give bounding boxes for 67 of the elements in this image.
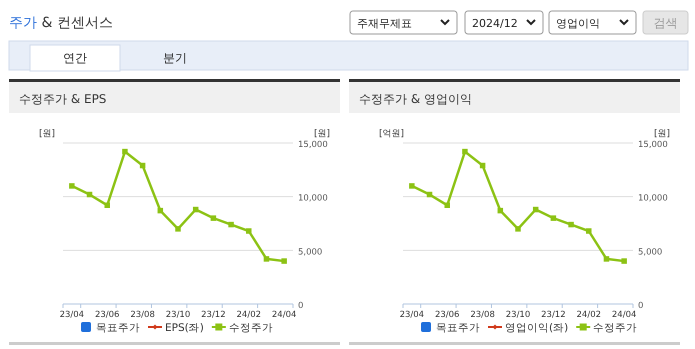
legend-label: 영업이익(좌): [505, 322, 568, 334]
point: [69, 183, 75, 189]
point: [175, 226, 181, 232]
point: [498, 208, 504, 214]
y2-tick-label: 10,000: [638, 194, 668, 204]
point: [409, 183, 415, 189]
point: [140, 162, 146, 168]
text: 주가 & 컨센서스: [9, 15, 113, 31]
chart-title: 수정주가 & 영업이익: [359, 92, 472, 106]
x-tick-label: 23/08: [130, 310, 155, 320]
point: [281, 258, 287, 264]
point: [246, 228, 252, 234]
point: [104, 202, 110, 208]
point: [228, 222, 234, 228]
x-tick-label: 23/06: [434, 310, 460, 320]
y2-tick-label: 15,000: [638, 140, 668, 150]
text: 2024/12: [472, 17, 518, 30]
legend-label: 수정주가: [593, 322, 638, 334]
point: [462, 148, 468, 154]
legend-label: EPS(좌): [165, 322, 204, 334]
y2-tick-label: 0: [638, 301, 644, 311]
x-tick-label: 23/12: [541, 310, 566, 320]
text: 분기: [163, 51, 187, 65]
x-tick-label: 24/04: [272, 310, 296, 320]
y2-tick-label: 15,000: [298, 140, 328, 150]
y-axis-title: [억원]: [379, 129, 404, 139]
text: 영업이익: [556, 17, 600, 30]
point: [122, 148, 128, 154]
point: [568, 222, 574, 228]
y2-tick-label: 0: [298, 301, 304, 311]
text: 연간: [63, 51, 87, 65]
y2-tick-label: 10,000: [298, 194, 328, 204]
y2-tick-label: 5,000: [298, 247, 322, 258]
point: [550, 215, 556, 221]
text: 주재무제표: [357, 17, 412, 30]
x-tick-label: 24/04: [612, 310, 636, 320]
point: [532, 206, 538, 212]
x-tick-label: 23/04: [60, 310, 84, 320]
text: 검색: [654, 16, 678, 30]
legend-label: 목표주가: [96, 322, 140, 334]
x-tick-label: 23/10: [506, 310, 530, 320]
x-tick-label: 23/12: [201, 310, 226, 320]
point: [210, 215, 216, 221]
x-tick-label: 23/08: [470, 310, 495, 320]
y2-axis-title: [원]: [654, 129, 670, 139]
x-tick-label: 23/10: [166, 310, 190, 320]
point: [604, 256, 610, 262]
x-tick-label: 23/06: [94, 310, 120, 320]
point: [480, 162, 486, 168]
y2-axis-title: [원]: [314, 129, 330, 139]
y2-tick-label: 5,000: [638, 247, 662, 258]
point: [426, 192, 432, 198]
y-axis-title: [원]: [39, 129, 56, 139]
point: [444, 202, 450, 208]
x-tick-label: 24/02: [576, 310, 602, 320]
legend-label: 목표주가: [436, 322, 480, 334]
point: [515, 226, 521, 232]
point: [586, 228, 592, 234]
point: [86, 192, 92, 198]
chart-title: 수정주가 & EPS: [19, 92, 106, 106]
legend-label: 수정주가: [228, 322, 273, 334]
point: [621, 258, 627, 264]
point: [158, 208, 164, 214]
point: [192, 206, 198, 212]
x-tick-label: 23/04: [400, 310, 424, 320]
point: [264, 256, 270, 262]
x-tick-label: 24/02: [236, 310, 262, 320]
